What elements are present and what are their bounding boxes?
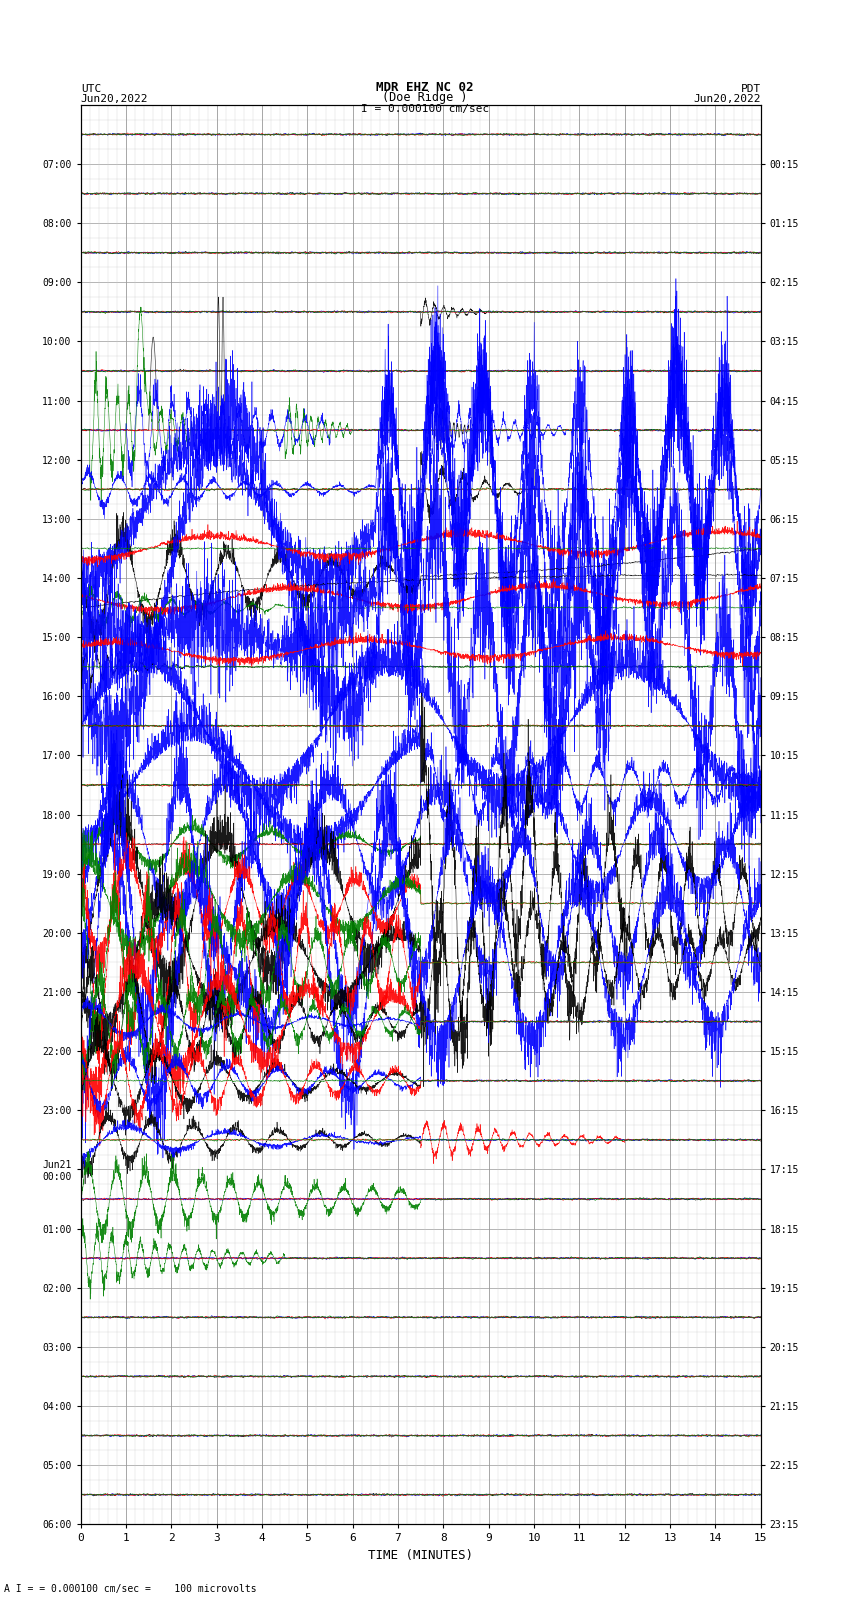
- Text: A I = = 0.000100 cm/sec =    100 microvolts: A I = = 0.000100 cm/sec = 100 microvolts: [4, 1584, 257, 1594]
- Text: PDT: PDT: [740, 84, 761, 94]
- Text: MDR EHZ NC 02: MDR EHZ NC 02: [377, 81, 473, 94]
- Text: UTC: UTC: [81, 84, 101, 94]
- Text: Jun20,2022: Jun20,2022: [81, 94, 148, 105]
- Text: Jun20,2022: Jun20,2022: [694, 94, 761, 105]
- Text: (Doe Ridge ): (Doe Ridge ): [382, 90, 468, 105]
- X-axis label: TIME (MINUTES): TIME (MINUTES): [368, 1548, 473, 1561]
- Text: I = 0.000100 cm/sec: I = 0.000100 cm/sec: [361, 103, 489, 113]
